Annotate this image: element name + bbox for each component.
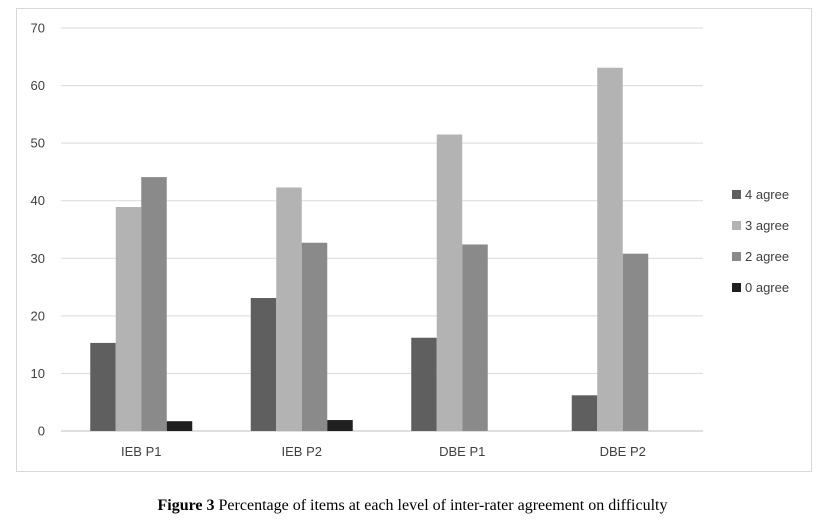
bar-chart: 0 10 20 30 40 50 60 70 IEB P1 IEB P2 DBE P1 DBE P2 4… <box>31 21 790 460</box>
bar-2-agree <box>301 242 328 431</box>
bar-3-agree <box>115 207 142 431</box>
figure-caption-label: Figure 3 <box>157 497 215 514</box>
y-tick-label: 10 <box>31 366 45 381</box>
bar-4-agree <box>250 298 277 431</box>
bar-2-agree <box>462 244 488 431</box>
legend-swatch <box>732 221 741 230</box>
y-tick-label: 60 <box>31 78 45 93</box>
legend-label: 0 agree <box>745 280 789 295</box>
bar-0-agree <box>166 421 193 431</box>
y-tick-label: 50 <box>31 136 45 151</box>
figure-caption: Figure 3 Percentage of items at each lev… <box>0 497 825 515</box>
x-tick-label: DBE P2 <box>600 444 646 459</box>
legend-label: 2 agree <box>745 249 789 264</box>
legend-label: 3 agree <box>745 218 789 233</box>
y-tick-label: 0 <box>38 424 45 439</box>
bar-2-agree <box>141 177 167 431</box>
x-tick-label: IEB P1 <box>121 444 161 459</box>
figure-caption-text: Percentage of items at each level of int… <box>214 497 668 514</box>
bar-3-agree <box>436 134 463 431</box>
bar-3-agree <box>276 187 302 431</box>
bar-3-agree <box>597 67 623 431</box>
y-tick-label: 70 <box>31 21 45 36</box>
bar-4-agree <box>571 395 598 431</box>
bar-4-agree <box>411 337 437 431</box>
bar-0-agree <box>327 420 353 431</box>
legend-swatch <box>732 283 741 292</box>
bar-2-agree <box>622 253 649 431</box>
y-tick-label: 20 <box>31 308 45 323</box>
x-tick-label: IEB P2 <box>282 444 322 459</box>
x-tick-label: DBE P1 <box>439 444 485 459</box>
legend-swatch <box>732 252 741 261</box>
bar-4-agree <box>90 342 116 431</box>
y-tick-label: 40 <box>31 193 45 208</box>
legend-label: 4 agree <box>745 187 789 202</box>
legend-swatch <box>732 190 741 199</box>
y-tick-label: 30 <box>31 251 45 266</box>
